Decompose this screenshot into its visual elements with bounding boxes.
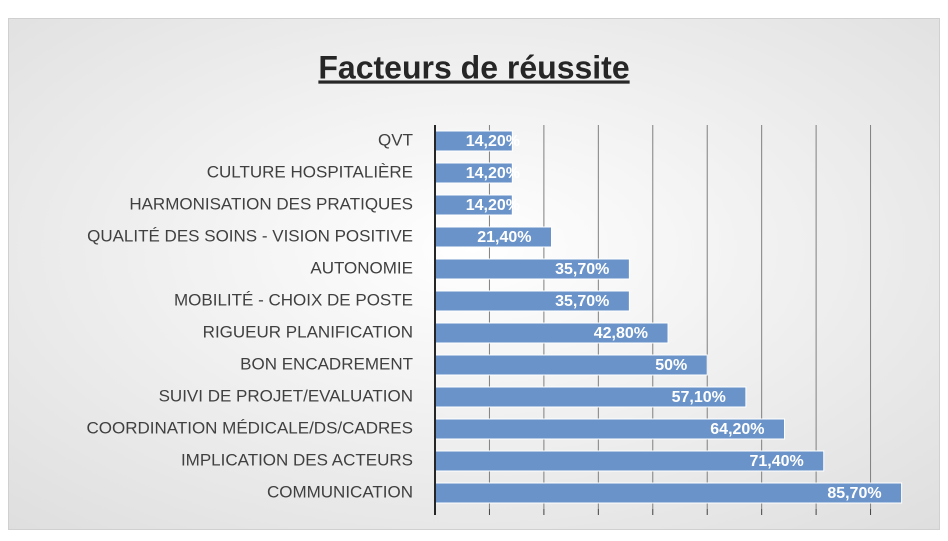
data-label: 21,40% [477, 229, 531, 246]
data-label: 85,70% [827, 485, 881, 502]
data-label: 50% [655, 357, 687, 374]
y-tick-label: AUTONOMIE [310, 258, 413, 277]
y-tick-label: SUIVI DE PROJET/EVALUATION [159, 386, 413, 405]
data-label: 64,20% [710, 421, 764, 438]
chart-title: Facteurs de réussite [318, 49, 629, 85]
y-tick-label: MOBILITÉ - CHOIX DE POSTE [174, 290, 413, 309]
y-tick-label: COMMUNICATION [267, 482, 413, 501]
data-label: 14,20% [466, 197, 520, 214]
y-tick-label: COORDINATION MÉDICALE/DS/CADRES [86, 418, 413, 437]
data-label: 35,70% [555, 261, 609, 278]
data-label: 71,40% [749, 453, 803, 470]
y-tick-label: QUALITÉ DES SOINS - VISION POSITIVE [87, 226, 413, 245]
y-tick-label: HARMONISATION DES PRATIQUES [129, 194, 413, 213]
data-label: 14,20% [466, 165, 520, 182]
y-tick-label: CULTURE HOSPITALIÈRE [207, 162, 413, 181]
data-label: 42,80% [594, 325, 648, 342]
data-label: 57,10% [672, 389, 726, 406]
y-tick-label: BON ENCADREMENT [240, 354, 413, 373]
y-tick-label: QVT [378, 130, 413, 149]
y-tick-label: IMPLICATION DES ACTEURS [181, 450, 413, 469]
y-tick-label: RIGUEUR PLANIFICATION [203, 322, 413, 341]
data-label: 35,70% [555, 293, 609, 310]
data-label: 14,20% [466, 133, 520, 150]
